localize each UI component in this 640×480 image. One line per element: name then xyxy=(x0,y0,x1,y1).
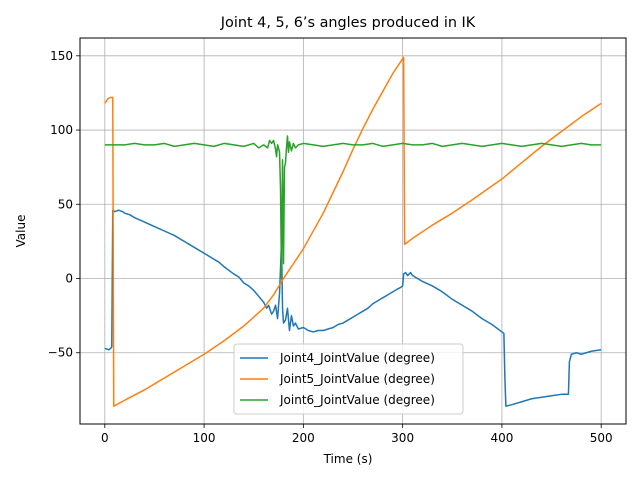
legend-label-joint6: Joint6_JointValue (degree) xyxy=(279,393,435,407)
legend-label-joint5: Joint5_JointValue (degree) xyxy=(279,372,435,386)
series-line-joint5 xyxy=(104,56,602,407)
series-line-joint4 xyxy=(104,209,602,407)
grid xyxy=(80,38,626,424)
legend-box xyxy=(233,343,464,415)
chart-title: Joint 4, 5, 6’s angles produced in IK xyxy=(220,15,476,31)
y-tick-label: 0 xyxy=(65,272,73,286)
y-axis-label: Value xyxy=(14,215,28,248)
x-axis-label: Time (s) xyxy=(323,452,373,466)
x-tick-label: 500 xyxy=(590,431,613,445)
plot-frame xyxy=(79,37,627,425)
series-line-joint6 xyxy=(104,135,602,280)
x-tick-label: 400 xyxy=(490,431,513,445)
x-tick-label: 100 xyxy=(193,431,216,445)
legend-label-joint4: Joint4_JointValue (degree) xyxy=(279,351,435,365)
y-tick-label: 100 xyxy=(50,123,73,137)
x-tick-label: 200 xyxy=(292,431,315,445)
x-tick-label: 0 xyxy=(101,431,109,445)
y-tick-label: −50 xyxy=(48,346,73,360)
y-tick-label: 50 xyxy=(58,197,73,211)
series-lines xyxy=(104,56,602,407)
y-tick-label: 150 xyxy=(50,49,73,63)
x-tick-label: 300 xyxy=(391,431,414,445)
axis-ticks: 0 100 200 300 400 500 −50 0 50 100 150 xyxy=(48,49,613,445)
legend: Joint4_JointValue (degree) Joint5_JointVa… xyxy=(233,343,464,415)
